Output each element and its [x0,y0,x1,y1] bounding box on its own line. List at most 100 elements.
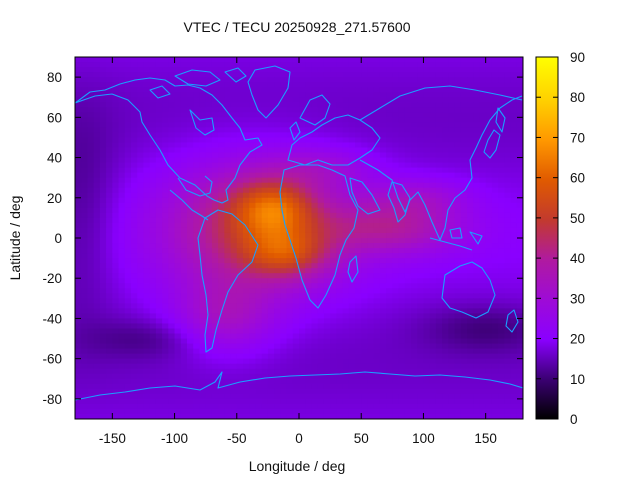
heatmap-cell [498,112,505,118]
heatmap-cell [485,368,493,375]
heatmap-cell [342,298,350,304]
heatmap-cell [174,152,182,159]
heatmap-cell [342,207,350,214]
heatmap-cell [355,248,362,254]
heatmap-cell [87,363,95,370]
heatmap-cell [299,318,306,325]
heatmap-cell [442,318,449,325]
heatmap-cell [230,383,238,390]
heatmap-cell [429,363,437,370]
heatmap-cell [106,328,113,335]
heatmap-cell [392,318,400,325]
heatmap-cell [75,333,82,340]
heatmap-cell [137,77,145,83]
heatmap-cell [491,212,499,219]
heatmap-cell [348,343,356,350]
heatmap-cell [491,248,499,254]
heatmap-cell [81,293,89,299]
heatmap-cell [448,273,456,279]
heatmap-cell [411,258,418,264]
heatmap-cell [286,383,294,390]
heatmap-cell [473,243,481,249]
heatmap-cell [473,288,481,294]
heatmap-cell [348,293,356,299]
heatmap-cell [392,152,400,159]
heatmap-cell [193,298,201,304]
heatmap-cell [423,142,431,149]
heatmap-cell [504,318,512,325]
heatmap-cell [404,308,412,315]
heatmap-cell [211,117,219,123]
heatmap-cell [243,258,250,264]
heatmap-cell [75,187,82,194]
heatmap-cell [485,137,493,144]
heatmap-cell [435,107,443,113]
heatmap-cell [255,263,263,269]
heatmap-cell [460,102,468,108]
heatmap-cell [75,57,82,63]
heatmap-cell [392,72,400,78]
heatmap-cell [243,112,250,118]
heatmap-cell [118,298,126,304]
heatmap-cell [81,258,89,264]
heatmap-cell [379,222,387,229]
heatmap-cell [516,107,523,113]
heatmap-cell [274,398,281,405]
heatmap-cell [311,253,319,259]
heatmap-cell [180,72,188,78]
heatmap-cell [193,87,201,93]
heatmap-cell [143,197,151,204]
heatmap-cell [162,122,169,128]
heatmap-cell [143,82,151,88]
heatmap-cell [417,82,425,88]
heatmap-cell [187,67,194,73]
heatmap-cell [510,348,518,355]
heatmap-cell [274,393,281,400]
heatmap-cell [180,303,188,309]
heatmap-cell [162,308,169,315]
heatmap-cell [193,278,201,284]
heatmap-cell [149,278,157,284]
heatmap-cell [112,212,120,219]
heatmap-cell [454,167,462,174]
heatmap-cell [243,157,250,164]
heatmap-cell [510,182,518,189]
heatmap-cell [498,202,505,209]
heatmap-cell [435,368,443,375]
heatmap-cell [99,137,107,144]
heatmap-cell [267,338,275,345]
heatmap-cell [249,167,257,174]
heatmap-cell [93,368,101,375]
heatmap-cell [118,72,126,78]
heatmap-cell [99,117,107,123]
heatmap-cell [155,293,163,299]
heatmap-cell [473,232,481,239]
heatmap-cell [336,393,344,400]
heatmap-cell [336,202,344,209]
heatmap-cell [417,202,425,209]
heatmap-cell [355,383,362,390]
heatmap-cell [236,273,244,279]
heatmap-cell [143,323,151,330]
heatmap-cell [435,293,443,299]
heatmap-cell [81,82,89,88]
heatmap-cell [280,248,288,254]
heatmap-cell [317,72,325,78]
heatmap-cell [243,243,250,249]
heatmap-cell [417,288,425,294]
heatmap-cell [504,253,512,259]
heatmap-cell [330,232,337,239]
heatmap-cell [330,388,337,395]
heatmap-cell [249,273,257,279]
heatmap-cell [274,348,281,355]
heatmap-cell [230,207,238,214]
heatmap-cell [454,358,462,365]
heatmap-cell [373,87,381,93]
heatmap-cell [361,212,369,219]
heatmap-cell [442,353,449,360]
heatmap-cell [199,57,207,63]
heatmap-cell [491,348,499,355]
heatmap-cell [448,288,456,294]
heatmap-cell [460,222,468,229]
heatmap-cell [174,132,182,139]
